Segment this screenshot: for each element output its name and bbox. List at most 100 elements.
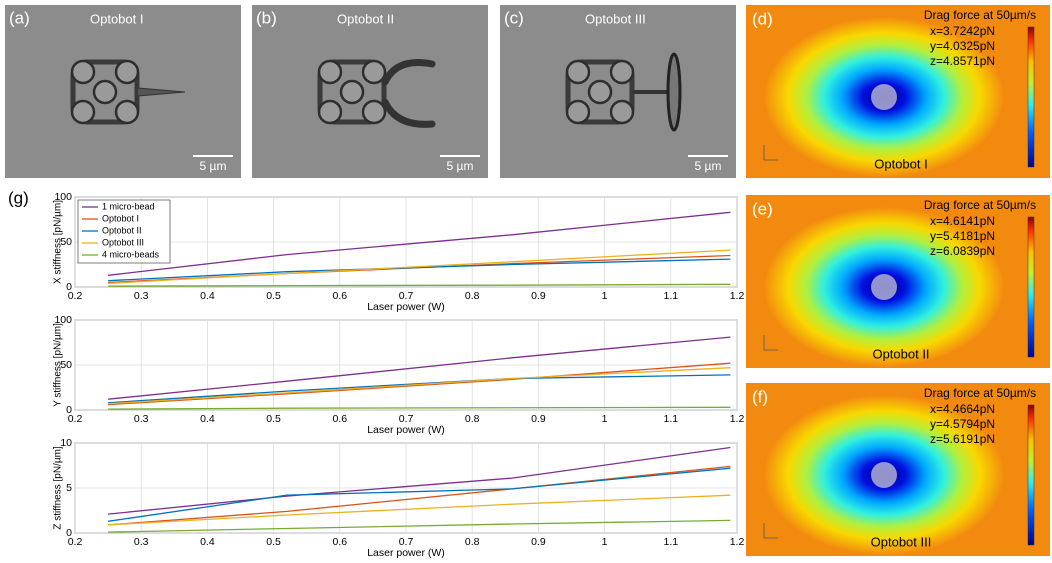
bead <box>339 79 365 105</box>
bot-shadow <box>871 274 897 300</box>
colorbar <box>1027 26 1035 168</box>
x-tick-label: 0.2 <box>68 413 83 425</box>
axis-triad <box>763 523 778 539</box>
force-value: y=4.5794pN <box>930 417 995 431</box>
x-tick-label: 0.3 <box>134 290 149 302</box>
series-line <box>108 406 731 410</box>
x-tick-label: 0.8 <box>465 536 480 548</box>
x-tick-label: 0.6 <box>332 536 347 548</box>
axis-triad <box>763 145 778 161</box>
x-tick-label: 0.3 <box>134 413 149 425</box>
bead <box>565 99 591 125</box>
x-axis-label: Laser power (W) <box>367 301 445 313</box>
x-tick-label: 0.4 <box>200 290 215 302</box>
force-value: z=5.6191pN <box>930 432 995 446</box>
y-tick-label: 100 <box>54 191 72 203</box>
bot-frame <box>565 59 635 125</box>
legend-label: Optobot III <box>102 237 144 247</box>
y-tick-label: 0 <box>66 281 72 293</box>
x-tick-label: 0.6 <box>332 290 347 302</box>
micrograph <box>500 5 736 178</box>
y-tick-label: 50 <box>60 359 72 371</box>
x-tick-label: 0.6 <box>332 413 347 425</box>
bead <box>70 99 96 125</box>
x-tick-label: 1.1 <box>663 413 678 425</box>
sim-heading: Drag force at 50µm/s <box>924 198 1036 212</box>
image-title: Optobot I <box>90 11 143 26</box>
x-tick-label: 0.5 <box>266 536 281 548</box>
x-tick-label: 0.7 <box>399 413 414 425</box>
bead <box>609 99 635 125</box>
bot-shadow <box>871 462 897 488</box>
bead <box>92 79 118 105</box>
x-tick-label: 1 <box>602 536 608 548</box>
series-line <box>108 465 731 526</box>
force-value: z=4.8571pN <box>930 54 995 68</box>
bot-frame <box>70 59 140 125</box>
x-tick-label: 0.9 <box>531 413 546 425</box>
scale-label: 5 µm <box>200 159 227 173</box>
x-tick-label: 0.3 <box>134 536 149 548</box>
bead <box>361 99 387 125</box>
micrograph <box>252 5 488 178</box>
x-tick-label: 1 <box>602 290 608 302</box>
x-tick-label: 1.2 <box>730 413 745 425</box>
series-line <box>108 467 731 522</box>
series-line <box>108 362 731 406</box>
image-title: Optobot III <box>585 11 646 26</box>
bead <box>565 59 591 85</box>
paddle <box>666 52 682 132</box>
x-tick-label: 0.7 <box>399 290 414 302</box>
x-tick-label: 0.9 <box>531 290 546 302</box>
x-tick-label: 1.1 <box>663 290 678 302</box>
x-tick-label: 0.4 <box>200 413 215 425</box>
y-tick-label: 100 <box>54 314 72 326</box>
y-tick-label: 10 <box>60 437 72 449</box>
x-tick-label: 1.2 <box>730 536 745 548</box>
x-tick-label: 0.2 <box>68 536 83 548</box>
gripper <box>381 98 436 128</box>
bead <box>317 59 343 85</box>
series-line <box>108 283 731 287</box>
y-axis-label: Z stiffness [pN/µm] <box>53 446 64 530</box>
bead <box>70 59 96 85</box>
bead <box>361 59 387 85</box>
bead <box>114 59 140 85</box>
y-tick-label: 50 <box>60 236 72 248</box>
series-line <box>108 446 731 515</box>
force-value: z=6.0839pN <box>930 244 995 258</box>
panel-label: (a) <box>9 8 30 27</box>
x-tick-label: 0.5 <box>266 290 281 302</box>
colorbar <box>1027 216 1035 358</box>
x-tick-label: 1.1 <box>663 536 678 548</box>
x-tick-label: 0.7 <box>399 536 414 548</box>
x-tick-label: 0.8 <box>465 290 480 302</box>
series-line <box>108 494 731 526</box>
x-tick-label: 0.2 <box>68 290 83 302</box>
bead <box>587 79 613 105</box>
series-line <box>108 519 731 533</box>
scale-label: 5 µm <box>695 159 722 173</box>
panel-label: (b) <box>256 8 277 27</box>
force-value: x=4.6141pN <box>930 214 995 228</box>
colorbar <box>1027 404 1035 546</box>
legend-label: 4 micro-beads <box>102 249 160 259</box>
sim-name: Optobot II <box>872 346 929 361</box>
bead <box>114 99 140 125</box>
panel-label: (d) <box>752 9 773 28</box>
bot-tip <box>137 87 186 97</box>
y-tick-label: 0 <box>66 404 72 416</box>
bead <box>317 99 343 125</box>
force-value: y=4.0325pN <box>930 39 995 53</box>
x-tick-label: 1.2 <box>730 290 745 302</box>
panel-label: (g) <box>8 188 29 207</box>
x-tick-label: 0.5 <box>266 413 281 425</box>
series-line <box>108 374 731 404</box>
series-line <box>108 336 731 400</box>
bot-shadow <box>871 84 897 110</box>
axis-triad <box>763 335 778 351</box>
x-axis-label: Laser power (W) <box>367 547 445 559</box>
bot-frame <box>317 59 387 125</box>
force-value: x=4.4664pN <box>930 402 995 416</box>
